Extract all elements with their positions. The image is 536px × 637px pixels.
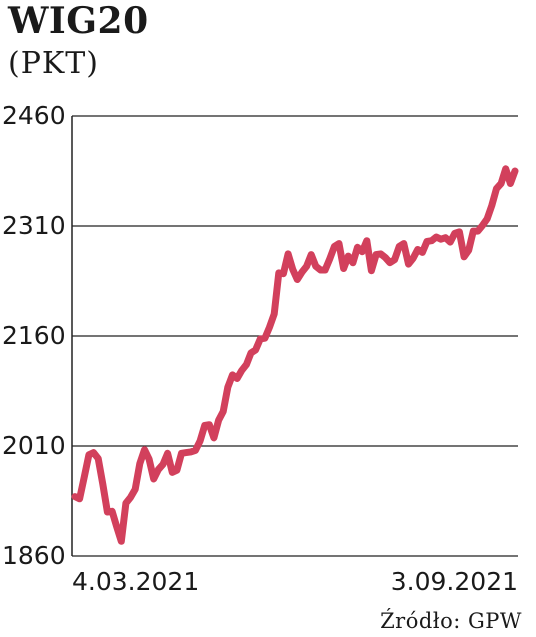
y-tick-label: 2010: [2, 431, 66, 460]
y-tick-label: 2310: [2, 211, 66, 240]
chart-title: WIG20: [8, 0, 149, 42]
x-tick-labels: 4.03.2021 3.09.2021: [72, 567, 518, 596]
y-tick-label: 2460: [2, 101, 66, 130]
y-tick-label: 2160: [2, 321, 66, 350]
grid-lines: [72, 115, 518, 557]
x-tick-label: 3.09.2021: [391, 567, 518, 596]
x-tick-label: 4.03.2021: [72, 567, 199, 596]
y-tick-label: 1860: [2, 541, 66, 570]
source-note: Źródło: GPW: [380, 609, 522, 633]
chart-unit: (PKT): [8, 46, 100, 81]
series-line-wig20: [71, 165, 519, 545]
y-tick-labels: 2460 2310 2160 2010 1860: [2, 101, 66, 570]
